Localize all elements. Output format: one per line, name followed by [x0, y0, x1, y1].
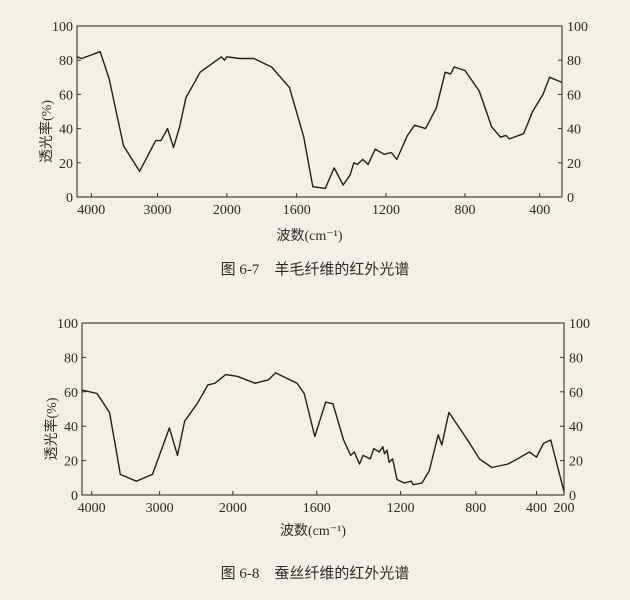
x-tick-label: 3000 [146, 501, 174, 516]
y-tick-label-left: 80 [64, 351, 78, 366]
x-tick-label: 1600 [283, 203, 311, 218]
x-axis-label: 波数(cm⁻¹) [276, 228, 342, 244]
y-tick-label-right: 100 [567, 20, 588, 35]
y-tick-label-left: 40 [59, 123, 73, 138]
y-tick-label-left: 60 [59, 88, 73, 103]
y-axis-label: 透光率(%) [43, 397, 60, 460]
y-tick-label-right: 0 [569, 489, 576, 504]
x-tick-label: 1200 [387, 501, 415, 516]
x-axis-label: 波数(cm⁻¹) [280, 523, 346, 539]
x-tick-label: 200 [554, 501, 575, 516]
y-tick-label-left: 80 [59, 54, 73, 69]
x-tick-label: 800 [465, 501, 486, 516]
spectrum-line [81, 372, 565, 492]
x-tick-label: 3000 [144, 203, 172, 218]
y-tick-label-left: 40 [64, 420, 78, 435]
y-tick-label-right: 80 [567, 54, 581, 69]
y-tick-label-left: 20 [59, 157, 73, 172]
y-tick-label-right: 40 [569, 420, 583, 435]
y-tick-label-left: 0 [71, 489, 78, 504]
x-tick-label: 400 [529, 203, 550, 218]
spectrum-line [76, 51, 563, 190]
y-tick-label-right: 0 [567, 191, 574, 206]
y-tick-label-right: 20 [567, 157, 581, 172]
x-tick-label: 800 [455, 203, 476, 218]
x-tick-label: 1600 [303, 501, 331, 516]
y-tick-label-left: 0 [66, 191, 73, 206]
y-tick-label-right: 60 [567, 88, 581, 103]
x-tick-label: 1200 [372, 203, 400, 218]
chart-2: 0 0 20 20 40 40 60 60 80 80 100 100 4000 3000 2000 1600… [43, 317, 590, 582]
figure-caption: 图 6-7 羊毛纤维的红外光谱 [221, 261, 410, 278]
x-tick-label: 2000 [213, 203, 241, 218]
y-tick-label-left: 20 [64, 455, 78, 470]
x-tick-label: 4000 [78, 501, 106, 516]
y-tick-label-left: 60 [64, 386, 78, 401]
y-axis-label: 透光率(%) [38, 100, 55, 163]
y-tick-label-right: 20 [569, 455, 583, 470]
y-tick-label-right: 40 [567, 123, 581, 138]
plot-frame [81, 322, 565, 496]
y-tick-label-right: 60 [569, 386, 583, 401]
chart-1: 0 0 20 20 40 40 60 60 80 80 100 100 4000 3000 2000 1600… [38, 20, 588, 278]
plot-frame [76, 25, 563, 198]
x-tick-label: 4000 [77, 203, 105, 218]
y-tick-label-left: 100 [57, 317, 78, 332]
y-tick-label-left: 100 [52, 20, 73, 35]
x-tick-label: 2000 [219, 501, 247, 516]
x-tick-label: 400 [526, 501, 547, 516]
y-tick-label-right: 80 [569, 351, 583, 366]
y-tick-label-right: 100 [569, 317, 590, 332]
figure-caption: 图 6-8 蚕丝纤维的红外光谱 [221, 565, 410, 582]
